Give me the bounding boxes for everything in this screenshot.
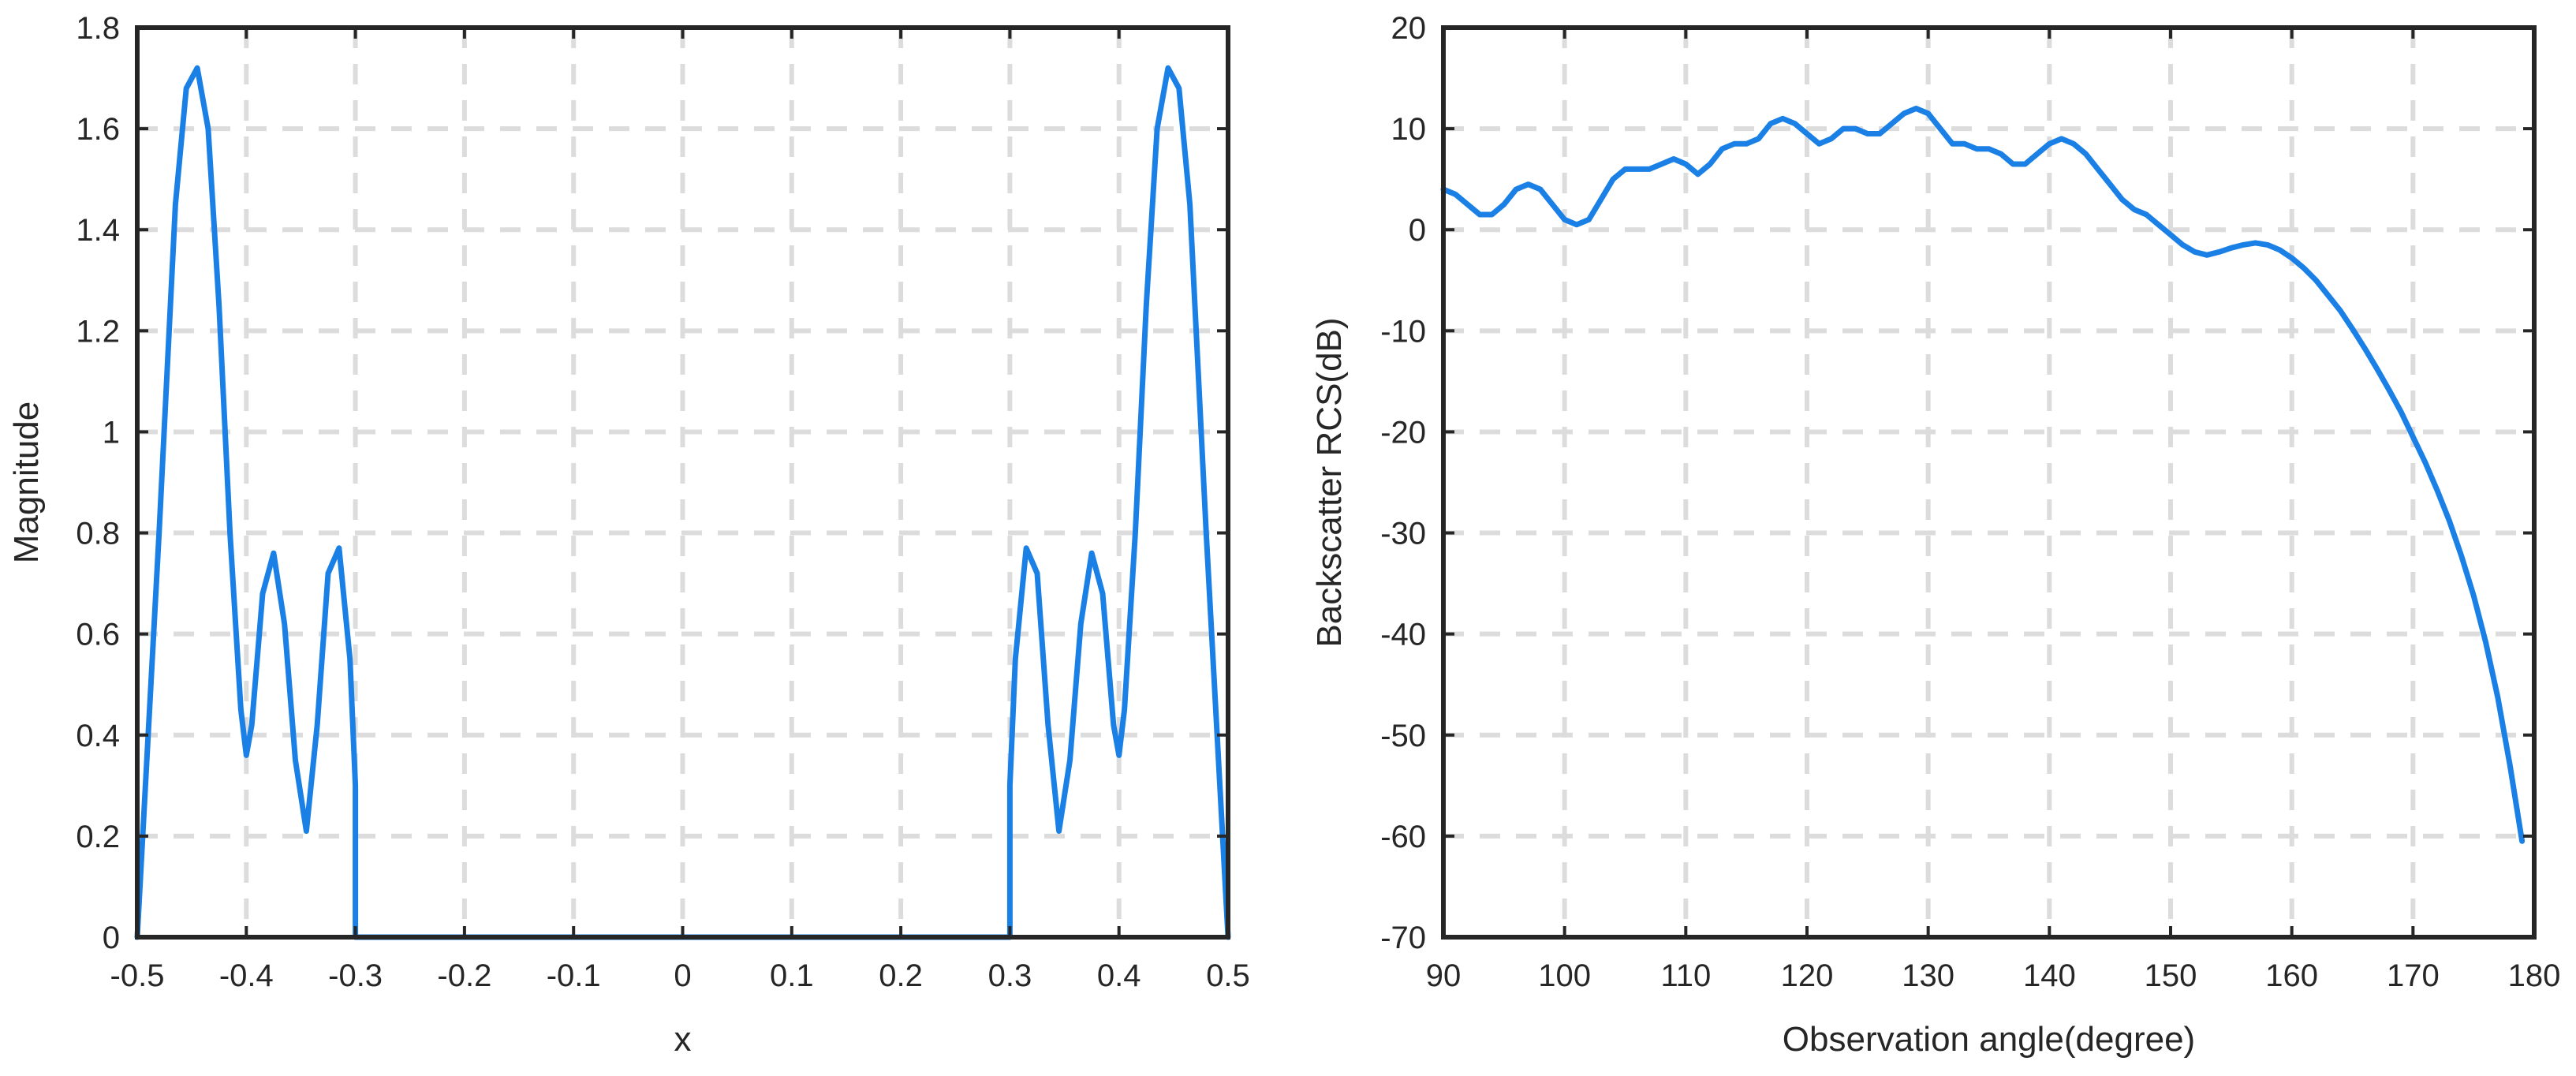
magnitude-chart-y-tick-labels: 0 0.2 0.4 0.6 0.8 1 1.2 1.4 1.6 1.8 xyxy=(76,11,120,955)
magnitude-chart-x-tick-label: 0 xyxy=(674,958,691,993)
magnitude-chart-x-tick-label: -0.2 xyxy=(437,958,491,993)
rcs-chart-y-axis-label: Backscatter RCS(dB) xyxy=(1310,317,1349,647)
magnitude-chart-y-tick-label: 0.8 xyxy=(76,517,120,551)
magnitude-chart-x-tick-label: 0.1 xyxy=(770,958,814,993)
magnitude-chart-x-axis-label: x xyxy=(674,1020,692,1059)
rcs-chart-y-tick-label: -40 xyxy=(1380,618,1426,652)
rcs-chart-y-tick-labels: -70 -60 -50 -40 -30 -20 -10 0 10 20 xyxy=(1380,11,1426,955)
magnitude-chart: -0.5 -0.4 -0.3 -0.2 -0.1 0 0.1 0.2 0.3 0.4 0.5 0 0.… xyxy=(7,11,1250,1059)
rcs-chart-x-tick-label: 90 xyxy=(1426,958,1462,993)
magnitude-chart-y-axis-label: Magnitude xyxy=(7,402,46,563)
magnitude-chart-y-tick-label: 1 xyxy=(103,415,120,450)
magnitude-chart-y-tick-label: 0.2 xyxy=(76,820,120,854)
rcs-chart-y-tick-label: -30 xyxy=(1380,517,1426,551)
rcs-chart-y-tick-label: 0 xyxy=(1409,213,1426,248)
magnitude-chart-grid xyxy=(137,28,1228,937)
rcs-chart-y-tick-label: 10 xyxy=(1391,112,1427,147)
rcs-chart-x-tick-label: 130 xyxy=(1902,958,1954,993)
rcs-chart-y-tick-label: -60 xyxy=(1380,820,1426,854)
rcs-chart-series-line xyxy=(1440,106,2526,844)
magnitude-chart-y-tick-label: 0.4 xyxy=(76,719,120,753)
rcs-chart-y-tick-label: -70 xyxy=(1380,921,1426,955)
magnitude-chart-x-tick-label: -0.5 xyxy=(110,958,165,993)
magnitude-chart-x-tick-label: -0.3 xyxy=(328,958,383,993)
magnitude-chart-y-tick-label: 1.6 xyxy=(76,112,120,147)
rcs-chart-y-tick-label: 20 xyxy=(1391,11,1427,46)
magnitude-chart-x-tick-label: 0.3 xyxy=(988,958,1032,993)
magnitude-chart-x-tick-label: 0.5 xyxy=(1206,958,1250,993)
rcs-chart-x-tick-label: 150 xyxy=(2145,958,2197,993)
magnitude-chart-y-tick-label: 1.4 xyxy=(76,213,120,248)
rcs-chart-x-tick-label: 160 xyxy=(2265,958,2318,993)
rcs-chart-grid xyxy=(1443,28,2534,937)
rcs-chart-x-tick-label: 100 xyxy=(1538,958,1591,993)
rcs-chart-y-tick-label: -50 xyxy=(1380,719,1426,753)
rcs-chart-series xyxy=(1440,106,2526,844)
magnitude-chart-y-tick-label: 1.2 xyxy=(76,314,120,349)
rcs-chart-frame xyxy=(1441,25,2537,940)
rcs-chart-x-tick-label: 140 xyxy=(2023,958,2076,993)
magnitude-chart-x-tick-label: -0.1 xyxy=(547,958,601,993)
magnitude-chart-y-tick-label: 0.6 xyxy=(76,618,120,652)
magnitude-chart-ticks xyxy=(136,26,1230,939)
magnitude-chart-x-tick-label: 0.2 xyxy=(879,958,923,993)
rcs-chart-x-tick-label: 110 xyxy=(1660,958,1711,993)
rcs-chart-x-tick-label: 120 xyxy=(1781,958,1834,993)
magnitude-chart-x-tick-labels: -0.5 -0.4 -0.3 -0.2 -0.1 0 0.1 0.2 0.3 0.4 0.5 xyxy=(110,958,1250,993)
magnitude-chart-y-tick-label: 1.8 xyxy=(76,11,120,46)
rcs-chart-x-tick-labels: 90 100 110 120 130 140 150 160 170 180 xyxy=(1426,958,2561,993)
magnitude-chart-x-tick-label: 0.4 xyxy=(1097,958,1141,993)
rcs-chart-ticks xyxy=(1442,26,2536,939)
rcs-chart-y-tick-label: -20 xyxy=(1380,415,1426,450)
rcs-chart-x-tick-label: 170 xyxy=(2387,958,2440,993)
rcs-chart-x-axis-label: Observation angle(degree) xyxy=(1783,1020,2195,1059)
rcs-chart-x-tick-label: 180 xyxy=(2508,958,2561,993)
magnitude-chart-y-tick-label: 0 xyxy=(103,921,120,955)
rcs-chart: 90 100 110 120 130 140 150 160 170 180 -70-60-50-… xyxy=(1310,11,2560,1059)
magnitude-chart-x-tick-label: -0.4 xyxy=(219,958,274,993)
rcs-chart-y-tick-label: -10 xyxy=(1380,314,1426,349)
